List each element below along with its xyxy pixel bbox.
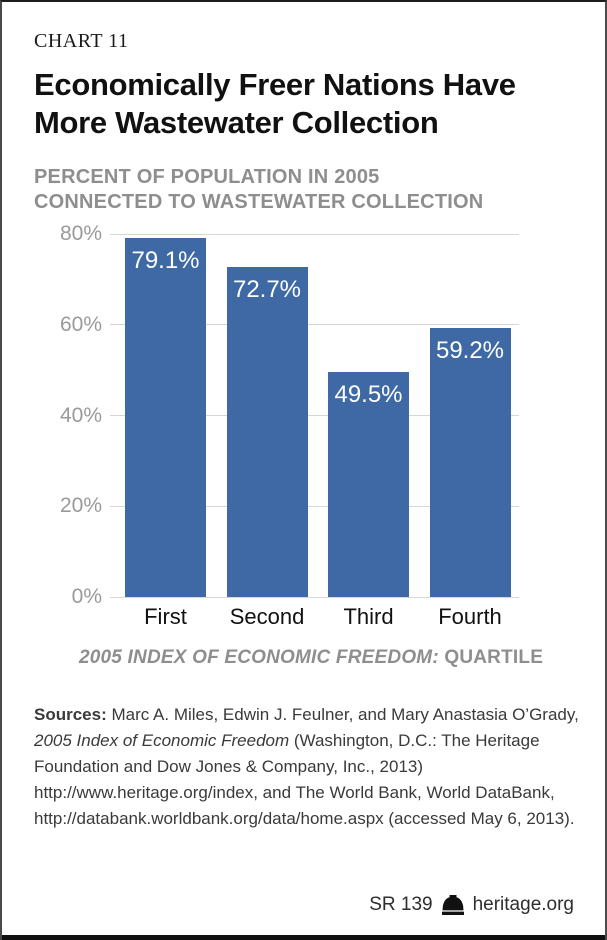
chart-title: Economically Freer Nations Have More Was… bbox=[34, 66, 575, 142]
bar-value-label: 59.2% bbox=[435, 337, 505, 365]
chart-subtitle: PERCENT OF POPULATION IN 2005 CONNECTED … bbox=[34, 165, 575, 215]
sources-book-title: 2005 Index of Economic Freedom bbox=[34, 731, 290, 750]
grid-line bbox=[110, 505, 519, 507]
site-link[interactable]: heritage.org bbox=[472, 894, 574, 915]
x-category-label: Fourth bbox=[438, 604, 502, 629]
grid-line bbox=[110, 324, 519, 326]
sources-text-1: Marc A. Miles, Edwin J. Feulner, and Mar… bbox=[106, 705, 579, 724]
sources-note: Sources: Marc A. Miles, Edwin J. Feulner… bbox=[34, 702, 581, 832]
bar-third: 49.5% bbox=[328, 372, 409, 597]
chart-title-line1: Economically Freer Nations Have bbox=[34, 67, 516, 102]
y-tick-label: 0% bbox=[71, 585, 102, 608]
plot-area: 80% 60% 40% 20% 0% 79.1% 72.7% 49.5% 59.2% bbox=[60, 222, 519, 608]
bottom-rule bbox=[2, 935, 605, 940]
x-axis-title-italic: 2005 INDEX OF ECONOMIC FREEDOM: bbox=[79, 647, 439, 668]
bar-value-label: 72.7% bbox=[232, 276, 302, 304]
x-category-label: Third bbox=[343, 604, 394, 629]
grid-line bbox=[110, 596, 519, 598]
page-footer: SR 139 heritage.org bbox=[369, 894, 574, 916]
x-axis-title-regular: QUARTILE bbox=[444, 647, 544, 668]
sources-text-2: (Washington, D.C.: The Heritage Foundati… bbox=[34, 731, 575, 828]
page-content: CHART 11 Economically Freer Nations Have… bbox=[2, 2, 605, 832]
y-tick-label: 40% bbox=[59, 403, 102, 427]
y-tick-label: 80% bbox=[59, 222, 102, 245]
bar-first: 79.1% bbox=[125, 238, 206, 597]
chart-subtitle-line2: CONNECTED TO WASTEWATER COLLECTION bbox=[34, 191, 484, 213]
bar-value-label: 79.1% bbox=[131, 247, 200, 275]
grid-line bbox=[110, 233, 519, 235]
sources-label: Sources: bbox=[34, 705, 107, 724]
chart-title-line2: More Wastewater Collection bbox=[34, 105, 439, 140]
bar-value-label: 49.5% bbox=[334, 381, 403, 409]
chart-subtitle-line1: PERCENT OF POPULATION IN 2005 bbox=[34, 166, 380, 188]
grid-line bbox=[110, 415, 519, 416]
bar-chart: 80% 60% 40% 20% 0% 79.1% 72.7% 49.5% 59.2% First… bbox=[34, 222, 575, 669]
y-tick-label: 60% bbox=[59, 312, 102, 336]
x-axis-labels: First Second Third Fourth bbox=[110, 604, 519, 634]
bar-fourth: 59.2% bbox=[429, 328, 511, 597]
chart-number-kicker: CHART 11 bbox=[34, 30, 129, 52]
report-id: SR 139 bbox=[369, 894, 433, 915]
y-tick-label: 20% bbox=[59, 494, 102, 518]
x-axis-title: 2005 INDEX OF ECONOMIC FREEDOM: QUARTILE bbox=[79, 647, 575, 669]
x-category-label: Second bbox=[229, 604, 305, 629]
bar-second: 72.7% bbox=[226, 267, 308, 597]
x-category-label: First bbox=[144, 604, 187, 629]
liberty-bell-icon bbox=[441, 895, 464, 915]
